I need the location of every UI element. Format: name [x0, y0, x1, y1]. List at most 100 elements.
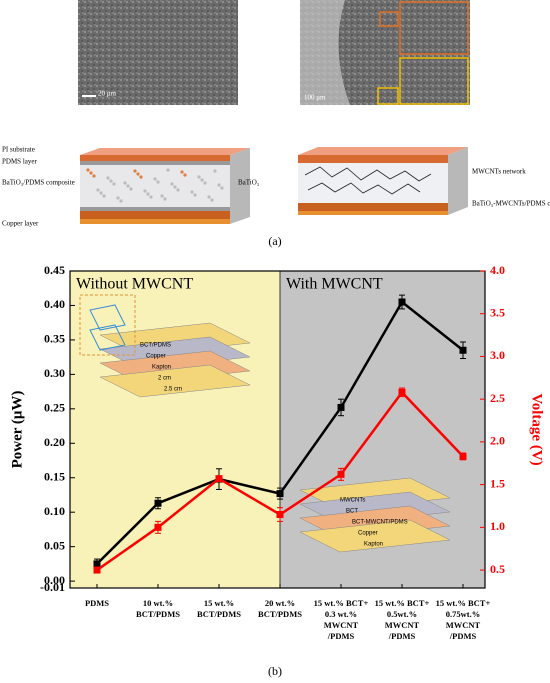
marker — [93, 560, 101, 568]
marker — [459, 452, 467, 460]
scale-label: 100 μm — [304, 94, 326, 102]
zoom-box — [377, 87, 399, 105]
y-tick-label: 0.45 — [44, 263, 65, 277]
y-tick-label: 0.35 — [44, 332, 65, 346]
particle — [220, 186, 224, 190]
inset-layer — [99, 364, 251, 398]
particle — [106, 176, 110, 180]
particle — [166, 168, 170, 172]
network-label: MWCNTs network — [472, 168, 526, 176]
y-tick-label: -0.01 — [40, 580, 65, 594]
marker — [398, 388, 406, 396]
particle — [89, 171, 93, 175]
inset-label: Copper — [358, 531, 378, 537]
panel-label: (a) — [268, 234, 281, 248]
inset-label: MWCNTs — [340, 498, 365, 504]
particles — [86, 168, 224, 203]
particle — [210, 198, 214, 202]
y-tick-label: 0.10 — [44, 504, 65, 518]
marker — [276, 511, 284, 519]
particle — [170, 182, 174, 186]
particle — [156, 180, 160, 184]
x-tick-label: 15 wt.% BCT+ 0.5wt.% MWCNT /PDMS — [374, 598, 430, 641]
particle — [119, 199, 123, 203]
y2-tick-label: 2.5 — [490, 391, 505, 405]
marker — [337, 470, 345, 478]
marker — [154, 499, 162, 507]
panel-label: (b) — [268, 664, 282, 678]
layer-label: BaTiO₃/PDMS composite — [2, 179, 75, 187]
y2-tick-label: 3.0 — [490, 348, 505, 362]
layer-label: Copper layer — [2, 220, 39, 228]
particle — [86, 168, 90, 172]
region-label: Without MWCNT — [76, 276, 193, 293]
x-tick-label: PDMS — [84, 598, 110, 608]
y-tick-label: 0.25 — [44, 401, 65, 415]
y2-tick-label: 2.0 — [490, 434, 505, 448]
inset-label: 2.5 cm — [164, 387, 182, 393]
particle — [116, 196, 120, 200]
composite-label: BaTiO₃-MWCNTs/PDMS composite — [472, 200, 550, 208]
particle — [207, 195, 211, 199]
zoom-inset — [399, 1, 469, 55]
y-axis-label: Power (μW) — [9, 391, 25, 469]
plot-frame — [69, 270, 486, 589]
region-without — [70, 271, 280, 588]
left-schematic — [80, 148, 250, 224]
y2-tick-label: 0.5 — [490, 562, 505, 576]
marker — [93, 566, 101, 574]
marker — [398, 298, 406, 306]
inset-label: BCT — [346, 509, 358, 515]
inset-layer — [299, 519, 451, 553]
particle — [153, 177, 157, 181]
particle — [173, 185, 177, 189]
marker — [154, 523, 162, 531]
particle — [109, 179, 113, 183]
particle — [180, 170, 184, 174]
inset-label: Kapton — [152, 365, 171, 371]
particle — [129, 187, 133, 191]
particle — [197, 175, 201, 179]
particle — [176, 188, 180, 192]
y2-axis-label: Voltage (V) — [529, 393, 545, 465]
y2-tick-label: 3.5 — [490, 305, 505, 319]
y-tick-label: 0.20 — [44, 435, 65, 449]
region-label: With MWCNT — [286, 276, 383, 293]
particle — [163, 197, 167, 201]
x-tick-label: 15 wt.% BCT+ 0.3 wt.% MWCNT /PDMS — [313, 598, 369, 641]
y-tick-label: 0.30 — [44, 366, 65, 380]
inset-label: BCT-MWCNT/PDMS — [352, 520, 408, 526]
particle — [143, 189, 147, 193]
particle — [213, 169, 217, 173]
particle — [183, 173, 187, 177]
particle — [190, 190, 194, 194]
particle — [160, 194, 164, 198]
particle-label: BaTiO₃ — [238, 179, 260, 187]
inset-label: 2 cm — [158, 376, 171, 382]
particle — [123, 181, 127, 185]
crystal — [89, 304, 126, 331]
x-tick-label: 20 wt.% BCT/PDMS — [258, 598, 302, 619]
marker — [215, 475, 223, 483]
inset-label: Copper — [146, 354, 166, 360]
particle — [217, 183, 221, 187]
layer-label: PI substrate — [2, 146, 35, 154]
particle — [96, 188, 100, 192]
particle — [92, 174, 96, 178]
y-tick-label: 0.40 — [44, 297, 65, 311]
crystal-inset — [79, 294, 136, 356]
sem-bright-region — [300, 0, 350, 105]
particle — [139, 175, 143, 179]
y-tick-label: 0.05 — [44, 538, 65, 552]
marker — [459, 346, 467, 354]
particle — [133, 169, 137, 173]
zoom-box — [379, 11, 399, 27]
crystal — [89, 324, 126, 351]
sem-image-left — [78, 0, 238, 105]
particle — [200, 178, 204, 182]
particle — [99, 191, 103, 195]
particle — [102, 194, 106, 198]
x-tick-label: 15 wt.% BCT/PDMS — [197, 598, 241, 619]
